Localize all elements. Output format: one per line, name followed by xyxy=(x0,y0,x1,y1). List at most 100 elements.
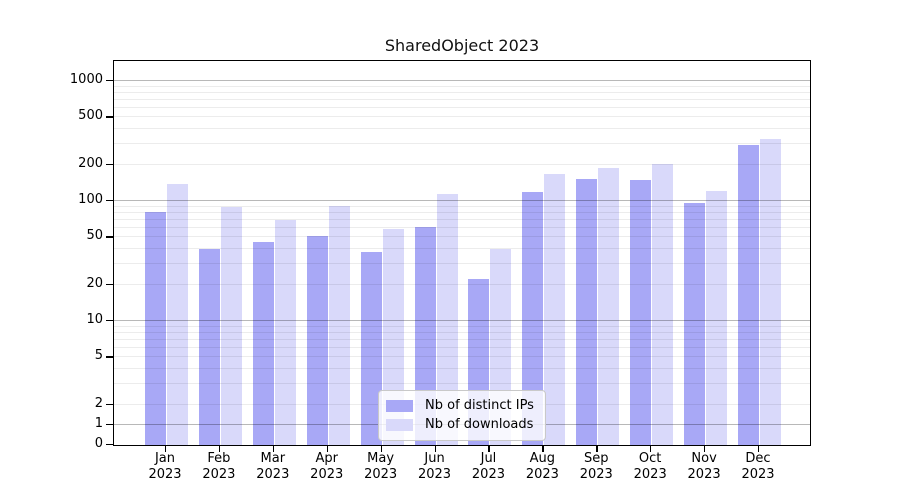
bar-distinct-ips-aug xyxy=(522,191,544,445)
year-label: 2023 xyxy=(256,467,290,482)
bar-distinct-ips-nov xyxy=(684,202,706,445)
year-label: 2023 xyxy=(633,467,667,482)
bar-distinct-ips-feb xyxy=(198,249,220,445)
gridline-100 xyxy=(114,200,810,202)
gridline-60 xyxy=(114,226,810,228)
bar-downloads-nov xyxy=(706,190,728,445)
y-tick-mark xyxy=(106,284,113,286)
bar-distinct-ips-sep xyxy=(576,179,598,445)
y-tick-label-200: 200 xyxy=(78,156,103,171)
y-tick-mark xyxy=(106,164,113,166)
x-tick-label-apr: Apr 2023 xyxy=(299,451,355,483)
x-tick-label-nov: Nov 2023 xyxy=(676,451,732,483)
chart-title: SharedObject 2023 xyxy=(384,36,540,55)
month-label: Apr xyxy=(315,451,338,466)
bar-distinct-ips-may xyxy=(360,251,382,445)
y-tick-label-20: 20 xyxy=(86,276,103,291)
month-label: Feb xyxy=(207,451,231,466)
bar-downloads-feb xyxy=(220,206,242,445)
gridline-7 xyxy=(114,338,810,340)
gridline-6 xyxy=(114,346,810,348)
bar-downloads-aug xyxy=(544,174,566,445)
bar-distinct-ips-mar xyxy=(252,241,274,445)
month-label: Jul xyxy=(480,451,497,466)
year-label: 2023 xyxy=(364,467,398,482)
year-label: 2023 xyxy=(471,467,505,482)
legend-swatch-downloads-icon xyxy=(386,418,413,431)
plot-area xyxy=(113,60,811,446)
y-tick-label-5: 5 xyxy=(94,348,103,364)
y-tick-label-1: 1 xyxy=(94,416,103,431)
year-label: 2023 xyxy=(579,467,613,482)
bar-downloads-sep xyxy=(598,167,620,445)
year-label: 2023 xyxy=(202,467,236,482)
gridline-30 xyxy=(114,262,810,264)
x-tick-mark xyxy=(434,446,436,452)
month-label: Jun xyxy=(424,451,445,466)
month-label: Mar xyxy=(260,451,286,466)
x-tick-mark xyxy=(326,446,329,452)
gridline-3 xyxy=(114,382,810,384)
month-label: May xyxy=(367,451,395,466)
x-tick-mark xyxy=(758,446,760,452)
year-label: 2023 xyxy=(525,467,559,482)
x-tick-mark xyxy=(488,446,490,452)
legend-item-downloads: Nb of downloads xyxy=(386,415,537,434)
x-tick-label-dec: Dec 2023 xyxy=(730,451,786,483)
x-tick-mark xyxy=(650,446,652,452)
gridline-700 xyxy=(114,98,810,100)
bar-downloads-jan xyxy=(167,184,188,445)
gridline-4 xyxy=(114,367,810,369)
bar-downloads-mar xyxy=(274,220,296,445)
month-label: Oct xyxy=(638,451,662,466)
y-tick-mark xyxy=(106,320,113,322)
gridline-50 xyxy=(114,236,810,238)
year-label: 2023 xyxy=(417,467,452,482)
y-tick-mark xyxy=(106,200,113,202)
bar-downloads-oct xyxy=(652,164,674,445)
y-tick-mark xyxy=(106,356,113,358)
month-label: Sep xyxy=(584,451,609,466)
gridline-80 xyxy=(114,211,810,213)
gridline-900 xyxy=(114,85,810,87)
x-tick-label-sep: Sep 2023 xyxy=(568,451,624,483)
x-tick-label-jan: Jan 2023 xyxy=(137,451,193,483)
x-tick-label-jul: Jul 2023 xyxy=(460,451,516,483)
bar-downloads-dec xyxy=(760,139,781,445)
legend-label-downloads: Nb of downloads xyxy=(425,417,534,432)
bar-distinct-ips-jan xyxy=(145,211,166,445)
x-tick-label-mar: Mar 2023 xyxy=(245,451,301,483)
x-tick-label-feb: Feb 2023 xyxy=(191,451,247,483)
month-label: Nov xyxy=(691,451,717,466)
y-tick-mark xyxy=(106,116,113,118)
legend-item-distinct-ips: Nb of distinct IPs xyxy=(386,396,537,415)
legend-swatch-distinct-ips-icon xyxy=(386,399,413,412)
gridline-40 xyxy=(114,247,810,249)
x-tick-mark xyxy=(272,446,275,452)
x-tick-label-oct: Oct 2023 xyxy=(622,451,678,483)
x-tick-mark xyxy=(704,446,706,452)
x-tick-mark xyxy=(542,446,544,452)
gridline-400 xyxy=(114,127,810,129)
gridline-10 xyxy=(114,320,810,322)
gridline-200 xyxy=(114,164,810,165)
month-label: Jan xyxy=(154,451,176,466)
y-tick-mark xyxy=(106,424,113,426)
x-tick-mark xyxy=(218,446,221,452)
legend-label-distinct-ips: Nb of distinct IPs xyxy=(425,398,534,413)
gridline-600 xyxy=(114,106,810,108)
month-label: Aug xyxy=(529,451,556,466)
gridline-8 xyxy=(114,331,810,333)
y-tick-label-0: 0 xyxy=(94,436,103,451)
y-tick-mark xyxy=(106,444,113,446)
year-label: 2023 xyxy=(687,467,721,482)
y-tick-label-50: 50 xyxy=(86,228,103,244)
bar-downloads-jun xyxy=(436,193,458,445)
x-tick-label-jun: Jun 2023 xyxy=(407,451,463,483)
bar-downloads-apr xyxy=(328,205,350,445)
gridline-1000 xyxy=(114,80,810,82)
y-tick-mark xyxy=(106,80,113,82)
x-tick-label-aug: Aug 2023 xyxy=(514,451,570,483)
gridline-9 xyxy=(114,325,810,327)
